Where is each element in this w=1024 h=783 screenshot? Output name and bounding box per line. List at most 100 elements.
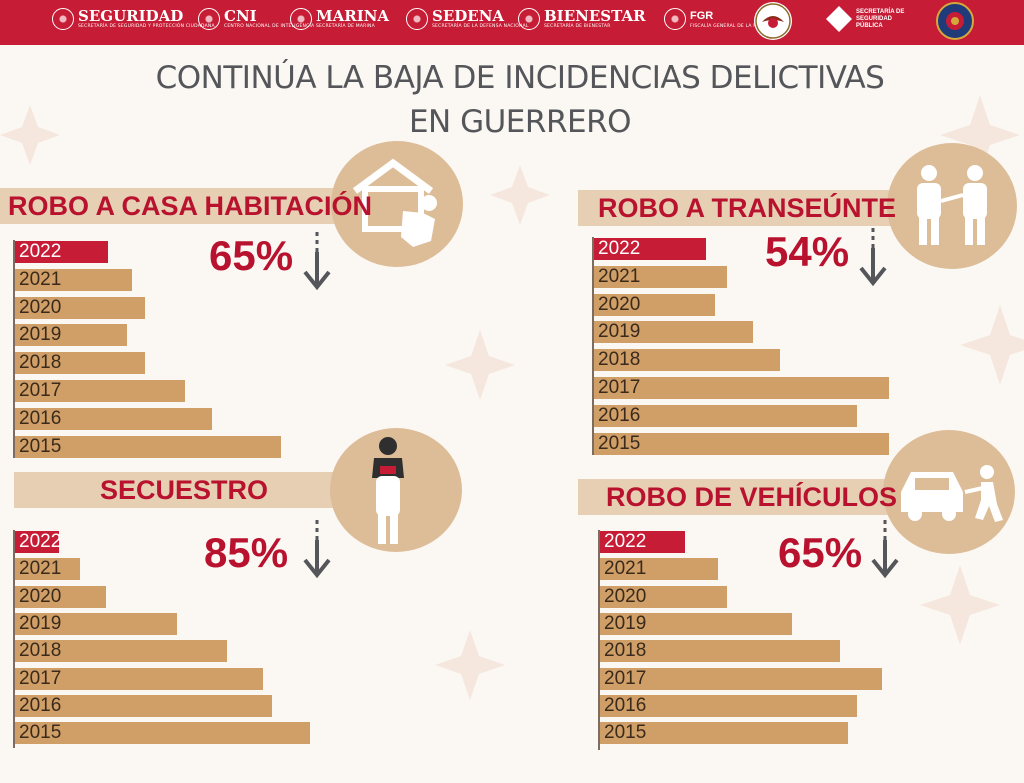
tick-label-2017: 2017	[598, 377, 641, 398]
bar-2016	[15, 407, 212, 430]
bar-2018	[594, 349, 780, 372]
bar-2017	[600, 667, 882, 690]
chart-axis	[13, 530, 15, 748]
tick-label-2017: 2017	[19, 667, 62, 689]
chart-axis	[592, 237, 594, 455]
tick-label-2020: 2020	[604, 585, 647, 607]
tick-label-2019: 2019	[604, 612, 647, 634]
section-band	[14, 472, 344, 508]
police-badge-icon	[936, 2, 974, 40]
tick-label-2022: 2022	[604, 531, 647, 552]
tick-label-2020: 2020	[19, 585, 62, 607]
tick-label-2022: 2022	[19, 241, 62, 262]
icon-circle	[331, 141, 463, 267]
percent-change: 65%	[778, 529, 863, 576]
tick-label-2016: 2016	[604, 694, 647, 716]
car-theft-icon	[901, 465, 1003, 522]
state-security-logo: SECRETARÍA DE SEGURIDAD PÚBLICA	[826, 0, 904, 38]
kidnapping-icon	[372, 437, 404, 544]
tick-label-2021: 2021	[604, 558, 647, 580]
background-pattern	[0, 95, 1024, 700]
bar-2020	[594, 293, 715, 316]
bar-2015	[15, 722, 310, 745]
tick-label-2019: 2019	[19, 612, 62, 634]
down-arrow-icon	[871, 520, 899, 578]
bar-2021	[600, 558, 718, 581]
agency-cni: CNI CENTRO NACIONAL DE INTELIGENCIA	[198, 0, 314, 38]
chart-axis	[598, 530, 600, 750]
percent-change: 65%	[209, 232, 294, 279]
tick-label-2021: 2021	[19, 558, 62, 580]
tick-label-2015: 2015	[604, 722, 647, 744]
bar-2018	[600, 640, 840, 663]
down-arrow-icon	[859, 228, 887, 286]
chart-axis	[13, 240, 15, 458]
tick-label-2020: 2020	[19, 296, 62, 318]
bar-2016	[594, 404, 857, 427]
percent-change: 85%	[204, 529, 289, 576]
section-band	[578, 190, 908, 226]
bar-2015	[594, 432, 889, 455]
tick-label-2017: 2017	[19, 380, 62, 401]
tick-label-2018: 2018	[604, 640, 647, 662]
chart-title: ROBO A CASA HABITACIÓN	[8, 191, 372, 221]
top-banner: SEGURIDAD SECRETARÍA DE SEGURIDAD Y PROTE…	[0, 0, 1024, 45]
bar-2022	[600, 531, 685, 553]
tick-label-2017: 2017	[604, 667, 647, 689]
page-title-line1: CONTINÚA LA BAJA DE INCIDENCIAS DELICTIV…	[155, 60, 885, 96]
bar-2016	[15, 694, 272, 717]
state-seal-icon	[826, 6, 852, 32]
tick-label-2016: 2016	[19, 694, 62, 716]
eagle-emblem-icon	[754, 2, 792, 40]
tick-label-2016: 2016	[598, 404, 641, 426]
chart-title: SECUESTRO	[100, 475, 269, 505]
icon-circle	[887, 143, 1017, 269]
seal-icon	[290, 8, 312, 30]
agency-seguridad: SEGURIDAD SECRETARÍA DE SEGURIDAD Y PROTE…	[52, 0, 215, 38]
tick-label-2020: 2020	[598, 293, 641, 315]
tick-label-2022: 2022	[598, 238, 641, 259]
seal-icon	[406, 8, 428, 30]
tick-label-2018: 2018	[19, 352, 62, 374]
seal-icon	[198, 8, 220, 30]
bar-2019	[15, 612, 177, 635]
chart-title: ROBO A TRANSEÚNTE	[598, 193, 897, 223]
seal-icon	[52, 8, 74, 30]
pedestrian-robbery-icon	[917, 165, 987, 245]
bar-2022	[15, 241, 108, 263]
tick-label-2015: 2015	[19, 435, 62, 457]
section-band	[578, 479, 908, 515]
bar-2021	[594, 265, 727, 288]
icon-circle	[883, 430, 1015, 554]
seal-icon	[518, 8, 540, 30]
bar-2020	[15, 296, 145, 319]
tick-label-2022: 2022	[19, 531, 62, 552]
chart-title: ROBO DE VEHÍCULOS	[606, 482, 898, 512]
tick-label-2021: 2021	[598, 265, 641, 287]
tick-label-2021: 2021	[19, 268, 62, 290]
agency-fgr: FGR FISCALÍA GENERAL DE LA REPÚBLICA	[664, 0, 780, 38]
percent-change: 54%	[765, 228, 850, 275]
icon-circle	[330, 428, 462, 552]
bar-2022	[594, 238, 706, 260]
tick-label-2016: 2016	[19, 407, 62, 429]
bar-2020	[15, 585, 106, 608]
bar-2016	[600, 694, 857, 717]
house-burglar-icon	[352, 158, 437, 247]
agency-sedena: SEDENA SECRETARÍA DE LA DEFENSA NACIONAL	[406, 0, 529, 38]
bar-2020	[600, 585, 727, 608]
section-band	[0, 188, 340, 224]
bar-2018	[15, 640, 227, 663]
bar-2018	[15, 352, 145, 375]
tick-label-2019: 2019	[19, 324, 62, 346]
bar-2021	[15, 268, 132, 291]
bar-2022	[15, 531, 59, 553]
bar-2015	[600, 722, 848, 745]
down-arrow-icon	[303, 232, 331, 290]
page-title-line2: EN GUERRERO	[408, 104, 632, 140]
bar-2017	[15, 667, 263, 690]
bar-2019	[600, 612, 792, 635]
tick-label-2019: 2019	[598, 321, 641, 343]
bar-2017	[594, 377, 889, 399]
bar-2015	[15, 435, 281, 458]
